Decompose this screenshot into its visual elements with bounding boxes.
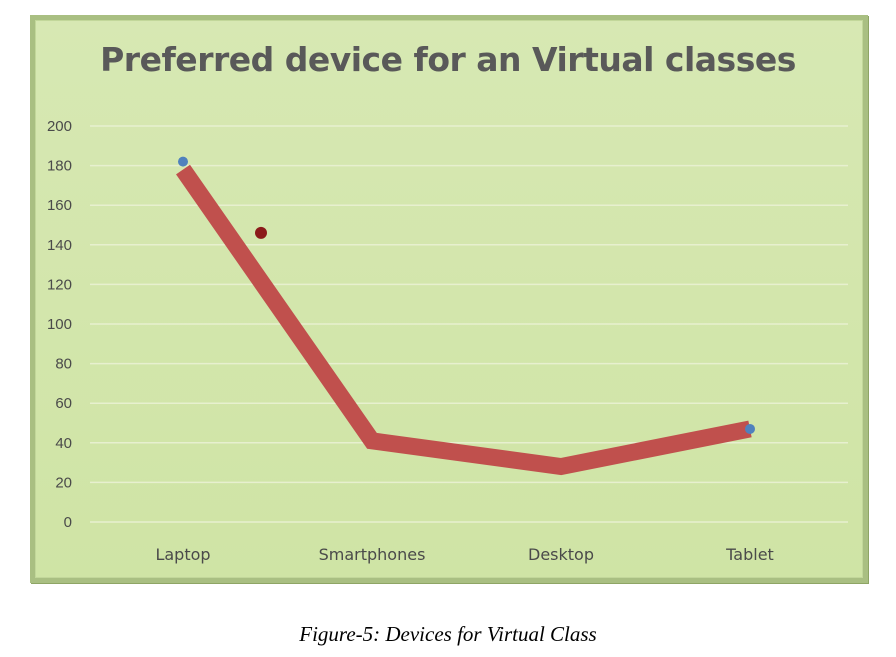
y-tick-label: 60 — [55, 395, 72, 412]
chart-area — [30, 15, 868, 583]
chart-title: Preferred device for an Virtual classes — [100, 40, 796, 79]
y-tick-label: 140 — [47, 237, 72, 254]
y-axis-ticks: 0 20 40 60 80 100 120 140 160 180 200 — [47, 118, 72, 531]
y-tick-label: 160 — [47, 197, 72, 214]
x-tick-label: Laptop — [155, 545, 210, 564]
data-point-marker — [745, 423, 755, 434]
x-tick-label: Tablet — [725, 545, 774, 564]
y-tick-label: 80 — [55, 356, 72, 373]
y-tick-label: 200 — [47, 118, 72, 135]
y-tick-label: 20 — [55, 474, 72, 491]
data-point-marker — [178, 156, 188, 167]
stray-data-point — [255, 226, 267, 239]
x-tick-label: Desktop — [528, 545, 594, 564]
y-tick-label: 100 — [47, 316, 72, 333]
series-line — [176, 164, 752, 476]
marker-layer — [178, 156, 755, 434]
y-tick-label: 120 — [47, 276, 72, 293]
x-axis-ticks: Laptop Smartphones Desktop Tablet — [155, 545, 773, 564]
x-tick-label: Smartphones — [319, 545, 426, 564]
y-tick-label: 40 — [55, 435, 72, 452]
y-tick-label: 0 — [64, 514, 72, 531]
series-layer — [176, 164, 752, 476]
y-tick-label: 180 — [47, 158, 72, 175]
figure-caption: Figure-5: Devices for Virtual Class — [299, 622, 597, 646]
